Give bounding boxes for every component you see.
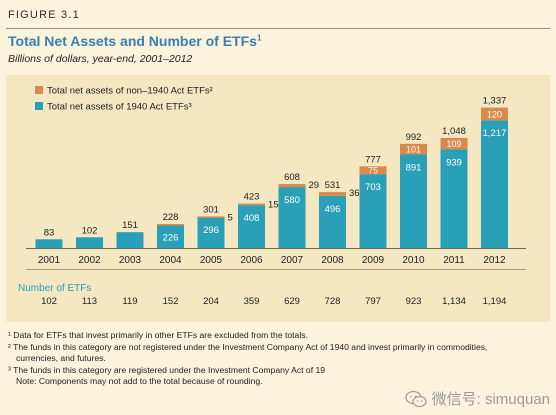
watermark-text: 微信号: simuquan xyxy=(431,391,550,408)
footnote-2: ² The funds in this category are not reg… xyxy=(8,341,488,352)
total-label-2007: 608 xyxy=(284,172,300,183)
etf-count-2006: 359 xyxy=(244,296,260,307)
wechat-icon xyxy=(404,390,427,407)
bar-non1940-2004 xyxy=(157,224,184,226)
value-label-1940-2007: 580 xyxy=(284,195,300,206)
etf-count-2009: 797 xyxy=(365,296,381,307)
value-label-1940-2011: 939 xyxy=(446,157,462,168)
total-label-2003: 151 xyxy=(122,220,138,231)
side-label-non1940-2007: 29 xyxy=(309,180,320,191)
year-label-2002: 2002 xyxy=(78,255,101,266)
number-of-etfs-label: Number of ETFs xyxy=(18,283,91,294)
bar-non1940-2007 xyxy=(278,184,306,188)
chart-panel: Total net assets of non–1940 Act ETFs² To… xyxy=(6,75,550,322)
year-label-2001: 2001 xyxy=(38,255,61,266)
total-label-2005: 301 xyxy=(203,204,219,215)
bar-1940-2004 xyxy=(157,224,184,248)
legend-swatch-1940 xyxy=(35,102,43,110)
bar-non1940-2005 xyxy=(197,216,225,218)
bar-1940-2011 xyxy=(440,149,468,248)
year-label-2008: 2008 xyxy=(321,255,344,266)
legend-label-1940: Total net assets of 1940 Act ETFs³ xyxy=(47,102,192,113)
total-label-2010: 992 xyxy=(406,132,422,143)
footnote-1: ¹ Data for ETFs that invest primarily in… xyxy=(8,330,308,340)
year-label-2005: 2005 xyxy=(200,255,223,266)
etf-count-2011: 1,134 xyxy=(442,296,466,307)
value-label-1940-2008: 496 xyxy=(325,204,341,215)
legend-swatch-non1940 xyxy=(35,86,43,94)
total-label-2012: 1,337 xyxy=(483,96,507,107)
year-label-2010: 2010 xyxy=(402,255,425,266)
etf-count-2005: 204 xyxy=(203,296,219,307)
value-label-non1940-2012: 120 xyxy=(487,109,502,119)
bar-1940-2005 xyxy=(197,216,225,248)
bar-1940-2007 xyxy=(278,187,306,248)
figure-subtitle: Billions of dollars, year-end, 2001–2012 xyxy=(8,53,193,65)
year-label-2006: 2006 xyxy=(240,255,263,266)
bar-1940-2010 xyxy=(400,154,427,248)
etf-count-2007: 629 xyxy=(284,296,300,307)
bar-1940-2006 xyxy=(238,205,265,248)
side-label-non1940-2006: 15 xyxy=(268,200,279,211)
etf-count-2012: 1,194 xyxy=(483,296,507,307)
etf-count-2008: 728 xyxy=(325,296,341,307)
value-label-non1940-2011: 109 xyxy=(446,139,461,149)
bar-1940-2001 xyxy=(35,239,63,248)
value-label-1940-2005: 296 xyxy=(203,225,219,236)
value-label-1940-2004: 226 xyxy=(163,232,179,243)
footnote-2-cont: currencies, and futures. xyxy=(16,353,106,363)
value-label-non1940-2010: 101 xyxy=(406,145,421,155)
total-label-2011: 1,048 xyxy=(442,126,466,137)
side-label-non1940-2005: 5 xyxy=(228,212,233,223)
total-label-2008: 531 xyxy=(325,180,341,191)
etf-count-2010: 923 xyxy=(406,296,422,307)
figure-label: FIGURE 3.1 xyxy=(8,9,80,21)
value-label-1940-2006: 408 xyxy=(244,213,260,224)
footnotes: ¹ Data for ETFs that invest primarily in… xyxy=(8,330,528,388)
bar-non1940-2012 xyxy=(481,107,508,121)
etf-count-2002: 113 xyxy=(82,296,97,307)
bar-non1940-2009 xyxy=(359,166,387,175)
bar-non1940-2011 xyxy=(440,137,468,150)
side-label-non1940-2008: 36 xyxy=(349,188,360,199)
total-label-2002: 102 xyxy=(82,225,98,236)
value-label-1940-2010: 891 xyxy=(406,162,422,173)
year-label-2007: 2007 xyxy=(281,255,304,266)
etf-count-2001: 102 xyxy=(41,296,57,307)
bar-1940-2002 xyxy=(76,237,103,248)
bar-chart: Total net assets of non–1940 Act ETFs² To… xyxy=(18,86,526,307)
year-label-2004: 2004 xyxy=(159,255,182,266)
year-label-2011: 2011 xyxy=(443,255,465,266)
total-label-2009: 777 xyxy=(365,154,381,165)
year-label-2009: 2009 xyxy=(362,255,385,266)
bar-1940-2012 xyxy=(481,120,508,248)
etf-count-2003: 119 xyxy=(122,296,137,307)
footnote-note: Note: Components may not add to the tota… xyxy=(16,376,263,386)
etf-count-2004: 152 xyxy=(163,296,179,307)
bar-1940-2003 xyxy=(116,232,144,248)
top-rule xyxy=(6,28,550,29)
total-label-2006: 423 xyxy=(244,192,260,203)
total-label-2001: 83 xyxy=(44,227,55,238)
figure-title: Total Net Assets and Number of ETFs1 xyxy=(8,33,261,49)
bar-non1940-2008 xyxy=(319,192,346,196)
bar-1940-2009 xyxy=(359,174,387,248)
figure-title-text: Total Net Assets and Number of ETFs xyxy=(8,33,257,49)
watermark: 微信号: simuquan xyxy=(404,388,550,409)
title-footnote-mark: 1 xyxy=(256,33,262,43)
bar-non1940-2006 xyxy=(238,203,265,206)
total-label-2004: 228 xyxy=(163,212,179,223)
legend-label-non1940: Total net assets of non–1940 Act ETFs² xyxy=(47,86,213,97)
year-label-2012: 2012 xyxy=(483,255,506,266)
value-label-non1940-2009: 75 xyxy=(368,166,378,176)
value-label-1940-2012: 1,217 xyxy=(483,128,507,139)
year-label-2003: 2003 xyxy=(119,255,142,266)
bar-1940-2008 xyxy=(319,195,346,248)
footnote-3: ³ The funds in this category are registe… xyxy=(8,364,326,375)
bar-non1940-2010 xyxy=(400,143,427,155)
value-label-1940-2009: 703 xyxy=(365,182,381,193)
